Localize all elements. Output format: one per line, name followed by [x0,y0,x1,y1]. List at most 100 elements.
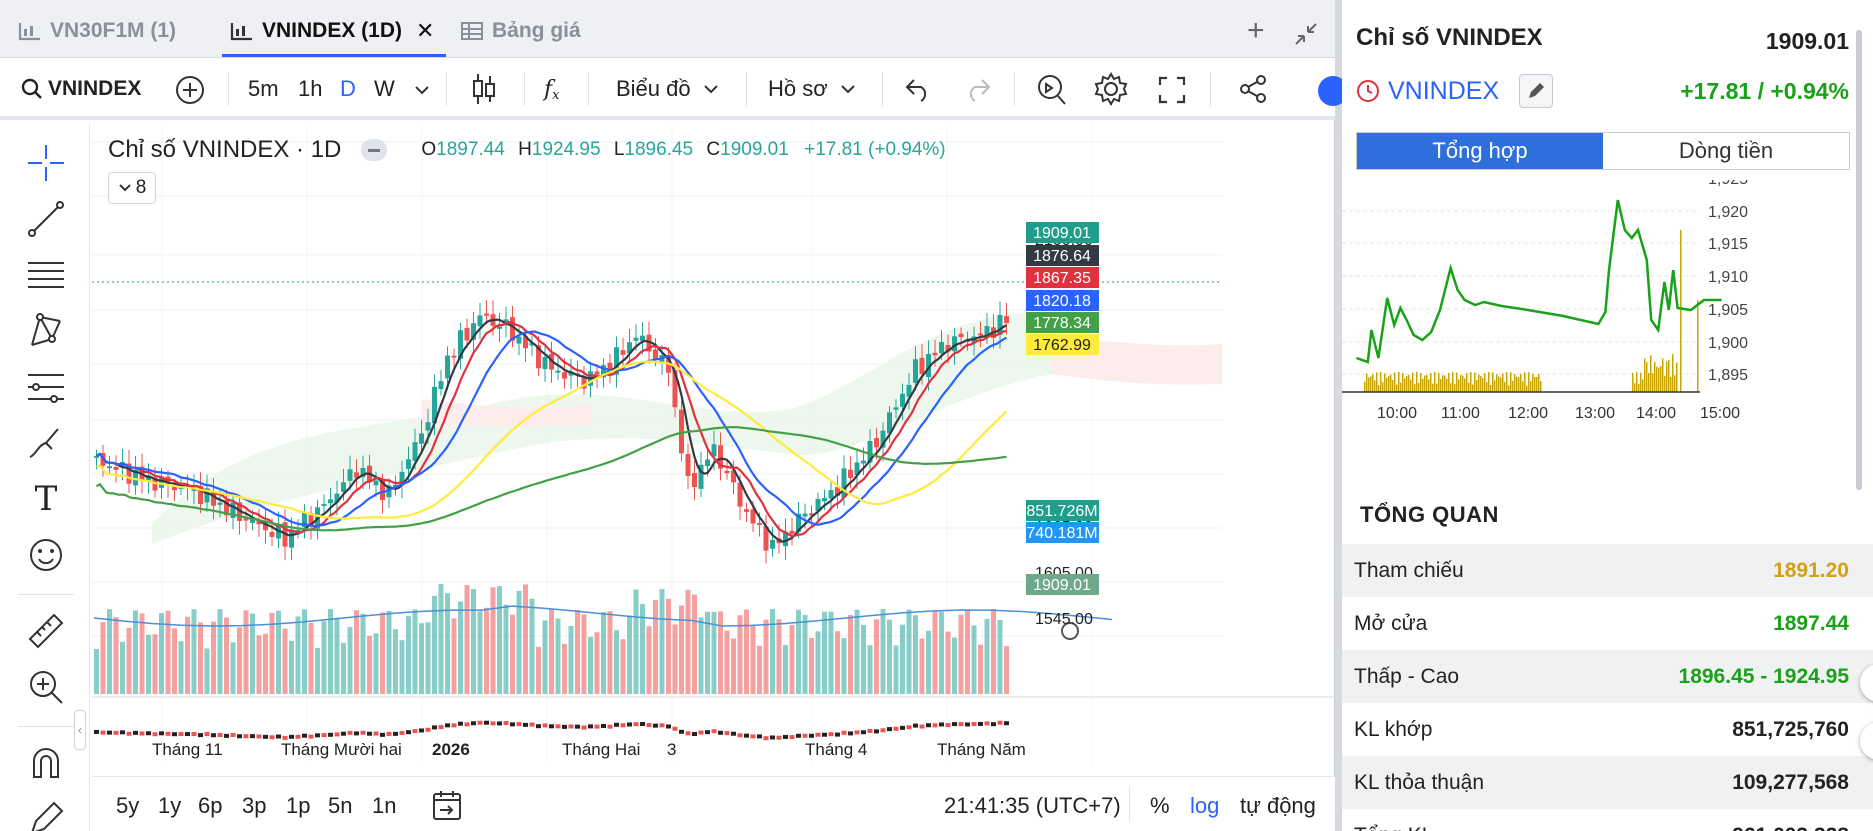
collapse-toolbar-button[interactable]: ‹ [74,710,86,750]
interval-w[interactable]: W [374,76,395,101]
goto-date-icon[interactable] [432,789,462,821]
chart-type-dropdown[interactable]: Biểu đồ [616,72,719,106]
sub-bar [295,734,301,739]
candle-body [724,470,730,474]
volume-bar [874,619,879,694]
volume-bar [672,624,678,694]
log-toggle[interactable]: log [1190,793,1220,818]
intraday-volume-bar [1484,373,1486,392]
candles-icon[interactable] [470,72,498,106]
range-5n[interactable]: 5n [328,793,353,818]
intraday-chart[interactable]: 1,925 1,920 1,915 1,910 1,905 1,900 1,895 10:00… [1342,180,1873,480]
range-1y[interactable]: 1y [158,793,182,818]
candle-body [94,455,99,458]
close-icon[interactable]: ✕ [416,18,435,43]
cloud-bearish [422,399,592,427]
sub-bar [640,722,645,727]
sub-bar [731,731,736,736]
sub-bar [94,729,99,734]
add-tab-icon[interactable]: + [1247,14,1265,47]
interval-1h[interactable]: 1h [298,76,323,101]
volume-bar [516,590,522,694]
ruler-icon[interactable] [25,610,67,652]
magnet-icon[interactable] [25,742,67,784]
fullscreen-icon[interactable] [1158,76,1186,104]
add-compare-icon[interactable] [174,74,206,106]
candle-body [620,350,626,355]
volume-bar [1004,646,1009,694]
tab-tong-hop[interactable]: Tổng hợp [1357,133,1603,169]
ichimoku-cloud [152,313,1222,544]
trendline-icon[interactable] [25,198,67,240]
hide-legend-button[interactable] [361,139,388,161]
sub-bar [315,733,320,738]
shrink-icon[interactable] [1292,20,1320,48]
candle-body [217,502,223,505]
edit-symbol-button[interactable] [1519,74,1554,108]
tab-vnindex[interactable]: VNINDEX (1D) ✕ [230,16,434,46]
candle-body [614,347,619,375]
sub-bar [692,732,697,737]
sub-bar [211,733,216,738]
pencil-lock-icon[interactable] [25,798,67,831]
chevron-down-icon[interactable] [414,84,430,96]
tab-bang-gia[interactable]: Bảng giá [460,16,581,46]
overview-row-label: Tham chiếu [1354,558,1464,582]
tab-dong-tien[interactable]: Dòng tiền [1678,138,1774,163]
panel-index-value: 1909.01 [1765,28,1849,54]
profile-dropdown[interactable]: Hồ sơ [768,72,856,106]
interval-d[interactable]: D [340,76,356,101]
intraday-volume-bar [1662,358,1664,392]
candle-body [295,529,301,532]
emoji-icon[interactable] [25,534,67,576]
sub-bar [120,730,125,735]
sub-bar [432,725,437,730]
price-chart[interactable]: Tháng 11 Tháng Mười hai 2026 Tháng Hai 3 Thán… [92,124,1335,776]
intraday-volume-bar [1480,376,1482,392]
range-1p[interactable]: 1p [286,793,311,818]
interval-5m[interactable]: 5m [248,76,279,101]
intraday-y-label: 1,905 [1708,302,1748,319]
tab-label: Bảng giá [492,19,581,42]
gear-icon[interactable] [1094,72,1128,106]
sub-bar [718,730,723,735]
volume-bar [315,647,320,694]
percent-toggle[interactable]: % [1150,793,1170,818]
panel-scrollbar[interactable] [1856,30,1862,490]
crosshair-icon[interactable] [25,142,67,184]
volume-bar [913,615,918,694]
pattern-icon[interactable] [25,310,67,352]
candle-body [945,344,951,352]
range-6p[interactable]: 6p [198,793,223,818]
sub-bar [178,732,184,737]
volume-bar [445,593,450,694]
symbol-search[interactable]: VNINDEX [20,72,141,106]
forecast-icon[interactable] [25,366,67,408]
fib-icon[interactable] [25,254,67,296]
sub-bar [497,721,502,726]
collapse-panel-button[interactable] [1860,664,1873,702]
brush-icon[interactable] [25,422,67,464]
sub-bar [679,729,684,734]
tab-vn30f1m[interactable]: VN30F1M (1) [18,16,176,46]
redo-icon[interactable] [964,76,992,102]
range-5y[interactable]: 5y [116,793,140,818]
volume-bar [900,624,905,694]
replay-icon[interactable] [1036,72,1068,106]
indicators-collapse-button[interactable]: 8 [108,172,156,204]
expand-panel-button[interactable] [1860,722,1873,760]
range-1n[interactable]: 1n [372,793,397,818]
auto-toggle[interactable]: tự động [1240,793,1316,818]
undo-icon[interactable] [904,76,932,102]
text-icon[interactable]: T [34,479,58,519]
candle-body [159,476,164,488]
share-icon[interactable] [1238,74,1268,104]
price-tick-label: 1545.00 [1035,611,1093,628]
zoom-in-icon[interactable] [25,666,67,708]
range-3p[interactable]: 3p [242,793,267,818]
sub-bar [367,731,372,736]
intraday-volume-bar [1468,382,1470,392]
volume-bar [575,609,580,694]
sub-bar [256,734,262,739]
